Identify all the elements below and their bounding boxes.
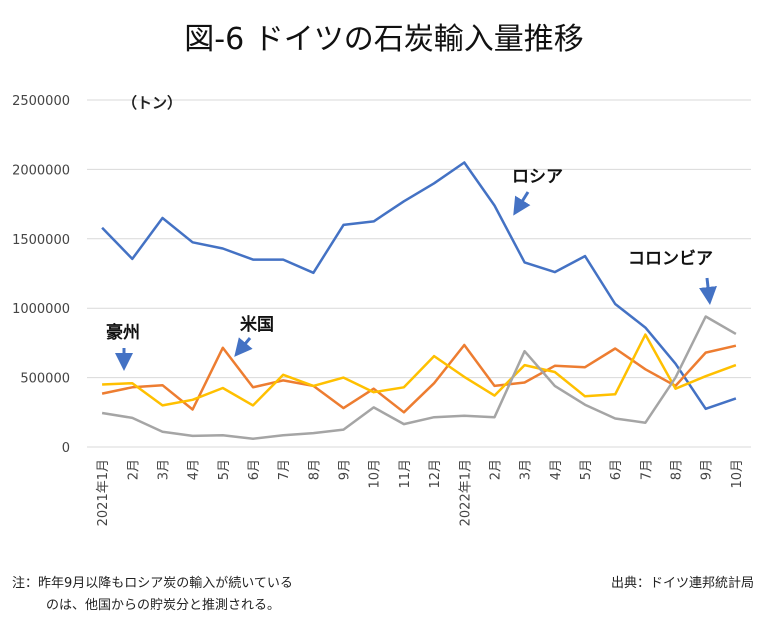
x-tick-label: 5月 xyxy=(217,459,232,480)
x-tick-label: 10月 xyxy=(730,459,745,489)
series-line-豪州 xyxy=(102,333,737,407)
x-tick-label: 11月 xyxy=(398,459,413,489)
grid-lines xyxy=(87,99,751,448)
x-tick-label: 9月 xyxy=(700,459,715,480)
x-tick-label: 8月 xyxy=(307,459,322,480)
x-tick-label: 2021年1月 xyxy=(96,459,111,526)
annotation-colombia: コロンビア xyxy=(628,249,713,269)
x-tick-label: 7月 xyxy=(639,459,654,480)
x-tick-label: 3月 xyxy=(519,459,534,480)
series-lines xyxy=(101,161,737,440)
y-tick-label: 500000 xyxy=(20,372,70,387)
x-tick-label: 2月 xyxy=(126,459,141,480)
arrow-us xyxy=(234,337,253,357)
x-tick-label: 9月 xyxy=(338,459,353,480)
y-tick-label: 2000000 xyxy=(12,163,70,178)
annotation-australia: 豪州 xyxy=(106,322,140,343)
x-tick-label: 2月 xyxy=(488,459,503,480)
annotation-russia: ロシア xyxy=(512,167,563,187)
x-axis-ticks: 2021年1月 2月 3月 4月 5月 6月 7月 8月 9月 10月 11月 12月 2022年1月 2… xyxy=(96,459,745,526)
x-tick-label: 6月 xyxy=(609,459,624,480)
arrow-russia xyxy=(513,191,531,216)
y-tick-label: 2500000 xyxy=(12,94,70,109)
series-line-ロシア xyxy=(101,161,737,411)
unit-label: （トン） xyxy=(122,94,182,112)
footnote-line1: 注：昨年9月以降もロシア炭の輸入が続いている xyxy=(12,576,293,591)
y-axis-ticks: 0 500000 1000000 1500000 2000000 2500000 xyxy=(12,94,70,456)
series-line-コロンビア xyxy=(101,315,737,440)
y-tick-label: 1000000 xyxy=(12,302,70,317)
y-tick-label: 0 xyxy=(62,441,70,456)
x-tick-label: 6月 xyxy=(247,459,262,480)
arrow-colombia xyxy=(699,277,717,305)
series-line-米国 xyxy=(101,343,737,414)
x-tick-label: 2022年1月 xyxy=(458,459,473,526)
footnote-line2: のは、他国からの貯炭分と推測される。 xyxy=(46,598,281,613)
annotation-us: 米国 xyxy=(240,314,274,335)
x-tick-label: 7月 xyxy=(277,459,292,480)
source-note: 出典：ドイツ連邦統計局 xyxy=(610,576,754,591)
x-tick-label: 8月 xyxy=(670,459,685,480)
x-tick-label: 3月 xyxy=(156,459,171,480)
chart-title: 図-6 ドイツの石炭輸入量推移 xyxy=(184,22,584,57)
x-tick-label: 4月 xyxy=(187,459,202,480)
x-tick-label: 12月 xyxy=(428,459,443,489)
y-tick-label: 1500000 xyxy=(12,233,70,248)
x-tick-label: 10月 xyxy=(368,459,383,489)
x-tick-label: 5月 xyxy=(579,459,594,480)
x-tick-label: 4月 xyxy=(549,459,564,480)
